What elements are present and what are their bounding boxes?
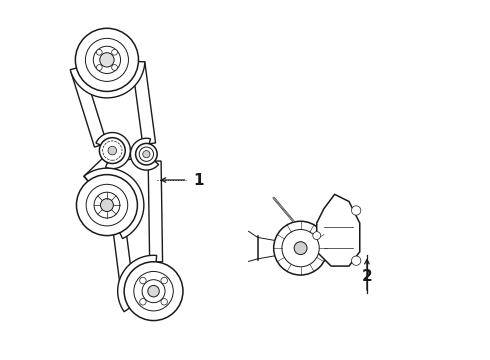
Circle shape [161, 277, 168, 284]
Circle shape [100, 199, 113, 212]
Circle shape [86, 184, 128, 226]
Circle shape [274, 221, 327, 275]
Polygon shape [148, 161, 163, 262]
Circle shape [313, 231, 320, 239]
Circle shape [140, 277, 146, 284]
Polygon shape [123, 148, 137, 160]
Circle shape [97, 64, 102, 70]
Circle shape [76, 175, 137, 235]
Polygon shape [84, 158, 112, 186]
Polygon shape [70, 62, 145, 98]
Circle shape [294, 242, 307, 255]
Circle shape [139, 147, 153, 161]
Circle shape [102, 141, 122, 160]
Circle shape [140, 298, 146, 305]
Circle shape [142, 280, 165, 303]
Polygon shape [130, 138, 159, 170]
Circle shape [108, 146, 117, 155]
Circle shape [112, 64, 118, 70]
Circle shape [351, 206, 361, 215]
Circle shape [282, 229, 319, 267]
Circle shape [351, 256, 361, 265]
Circle shape [104, 142, 121, 159]
Circle shape [161, 298, 168, 305]
Circle shape [97, 49, 102, 55]
Circle shape [75, 28, 139, 91]
Circle shape [134, 271, 173, 311]
Circle shape [93, 46, 121, 73]
Polygon shape [84, 168, 144, 239]
Polygon shape [317, 194, 360, 266]
Polygon shape [132, 62, 155, 145]
Polygon shape [96, 132, 130, 169]
Circle shape [99, 138, 125, 163]
Circle shape [112, 49, 118, 55]
Polygon shape [118, 255, 157, 312]
Circle shape [148, 285, 159, 297]
Circle shape [85, 39, 128, 81]
Polygon shape [113, 232, 136, 309]
Circle shape [124, 262, 183, 320]
Circle shape [136, 143, 157, 165]
Text: 2: 2 [362, 269, 372, 284]
Circle shape [100, 53, 114, 67]
Circle shape [143, 150, 150, 158]
Polygon shape [71, 69, 107, 147]
Circle shape [94, 192, 120, 218]
Text: 1: 1 [193, 172, 203, 188]
